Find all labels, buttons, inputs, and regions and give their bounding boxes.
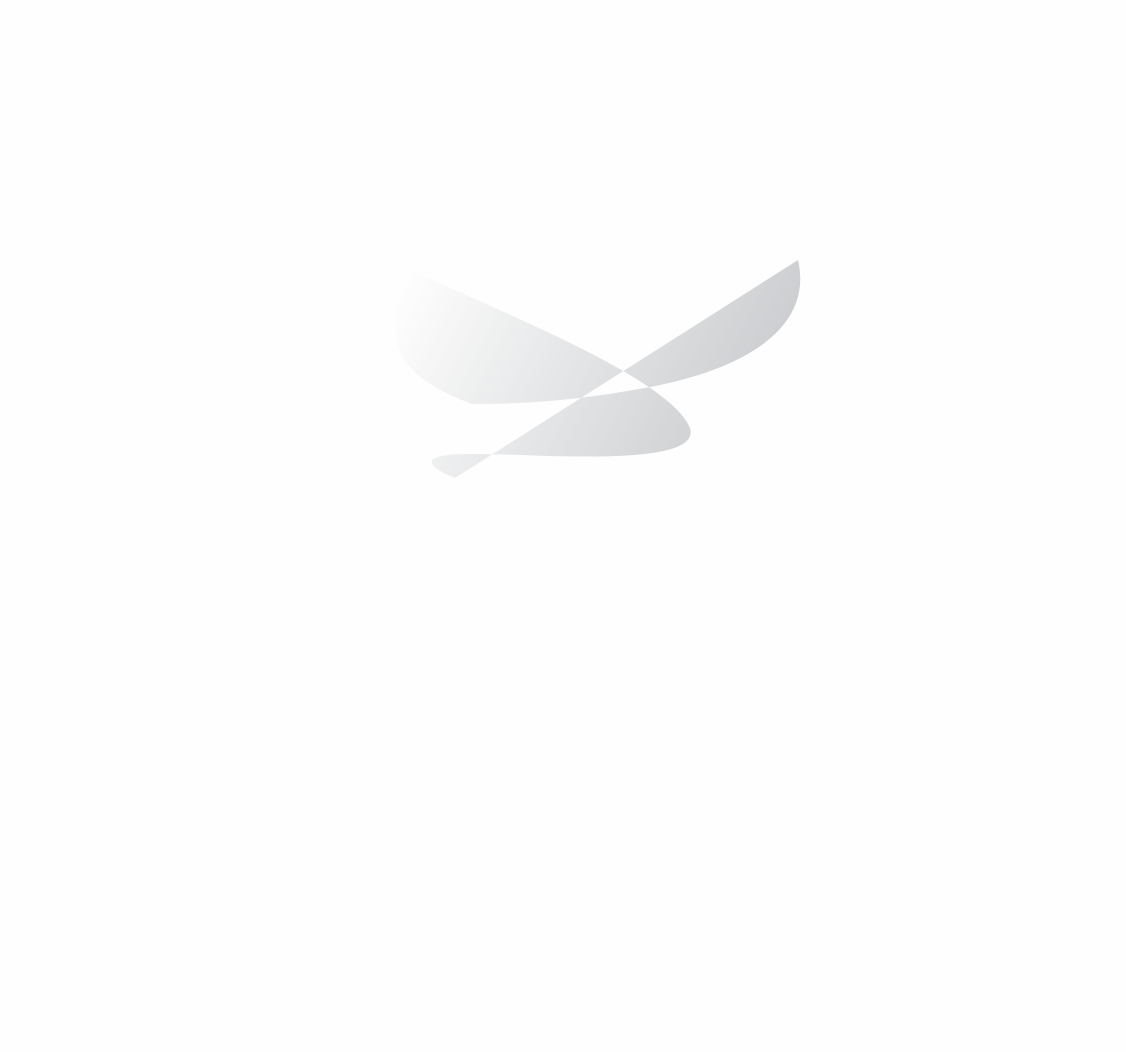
logo-shapes xyxy=(395,260,801,478)
upper-wing-shape xyxy=(395,260,801,478)
